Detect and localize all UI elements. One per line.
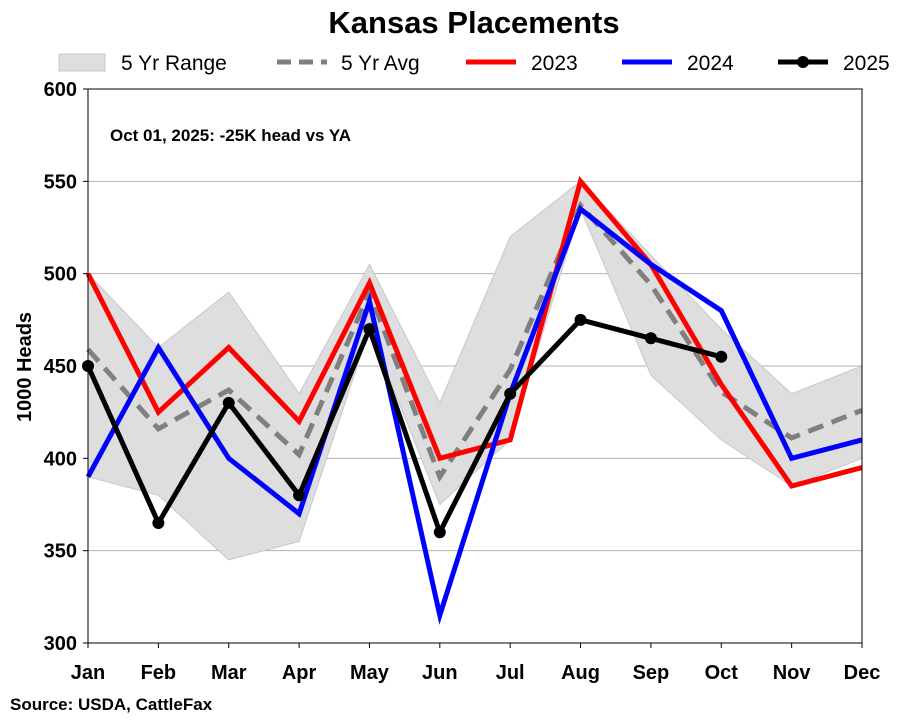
legend-label-5-yr-range: 5 Yr Range [121, 52, 227, 75]
y-tick-label-400: 400 [44, 448, 77, 470]
point-2025-oct [715, 350, 728, 363]
point-2025-sep [644, 332, 657, 345]
x-tick-label-apr: Apr [282, 662, 317, 684]
legend-label-2025: 2025 [843, 52, 890, 75]
chart-title: Kansas Placements [328, 5, 619, 40]
legend-item-2023: 2023 [466, 52, 578, 75]
point-2025-jul [504, 387, 517, 400]
x-tick-label-oct: Oct [705, 662, 739, 684]
legend-swatch-5-yr-range [58, 53, 106, 72]
point-2025-may [363, 323, 376, 336]
source-note: Source: USDA, CattleFax [10, 695, 213, 714]
series-2024 [85, 204, 863, 625]
series-2025 [82, 313, 728, 539]
y-axis-title: 1000 Heads [14, 312, 36, 422]
series-layer [82, 176, 863, 625]
y-axis: 300 350 400 450 500 550 600 [44, 79, 88, 655]
legend-item-2024: 2024 [622, 52, 734, 75]
y-tick-label-450: 450 [44, 356, 77, 378]
y-tick-label-600: 600 [44, 79, 77, 101]
annotation-text: Oct 01, 2025: -25K head vs YA [110, 126, 351, 145]
legend-label-2023: 2023 [531, 52, 578, 75]
x-tick-label-jan: Jan [71, 662, 105, 684]
point-2025-jun [433, 526, 446, 539]
legend-marker-2025 [797, 56, 809, 68]
point-2025-apr [293, 489, 306, 502]
series-line-2023 [85, 176, 863, 489]
series-2023 [85, 176, 863, 489]
legend-item-5-yr-range: 5 Yr Range [58, 52, 227, 75]
legend-label-2024: 2024 [687, 52, 734, 75]
legend-item-2025: 2025 [778, 52, 890, 75]
x-tick-label-may: May [350, 662, 390, 684]
point-2025-mar [222, 396, 235, 409]
x-tick-label-aug: Aug [561, 662, 600, 684]
y-tick-label-300: 300 [44, 633, 77, 655]
legend-label-5-yr-avg: 5 Yr Avg [341, 52, 420, 75]
x-tick-label-nov: Nov [773, 662, 812, 684]
series-line-2025 [85, 317, 722, 539]
y-tick-label-500: 500 [44, 264, 77, 286]
x-tick-label-mar: Mar [211, 662, 247, 684]
x-tick-label-sep: Sep [633, 662, 670, 684]
series-line-2024 [85, 204, 863, 625]
x-axis: Jan Feb Mar Apr May Jun Jul Aug Sep Oct Nov Dec [71, 643, 881, 684]
point-2025-feb [152, 516, 165, 529]
legend: 5 Yr Range 5 Yr Avg 2023 2024 2025 [58, 52, 890, 75]
x-tick-label-jul: Jul [496, 662, 525, 684]
y-tick-label-550: 550 [44, 171, 77, 193]
x-tick-label-dec: Dec [844, 662, 881, 684]
point-2025-aug [574, 313, 587, 326]
x-tick-label-jun: Jun [422, 662, 458, 684]
legend-item-5-yr-avg: 5 Yr Avg [277, 52, 420, 75]
y-tick-label-350: 350 [44, 541, 77, 563]
x-tick-label-feb: Feb [141, 662, 177, 684]
